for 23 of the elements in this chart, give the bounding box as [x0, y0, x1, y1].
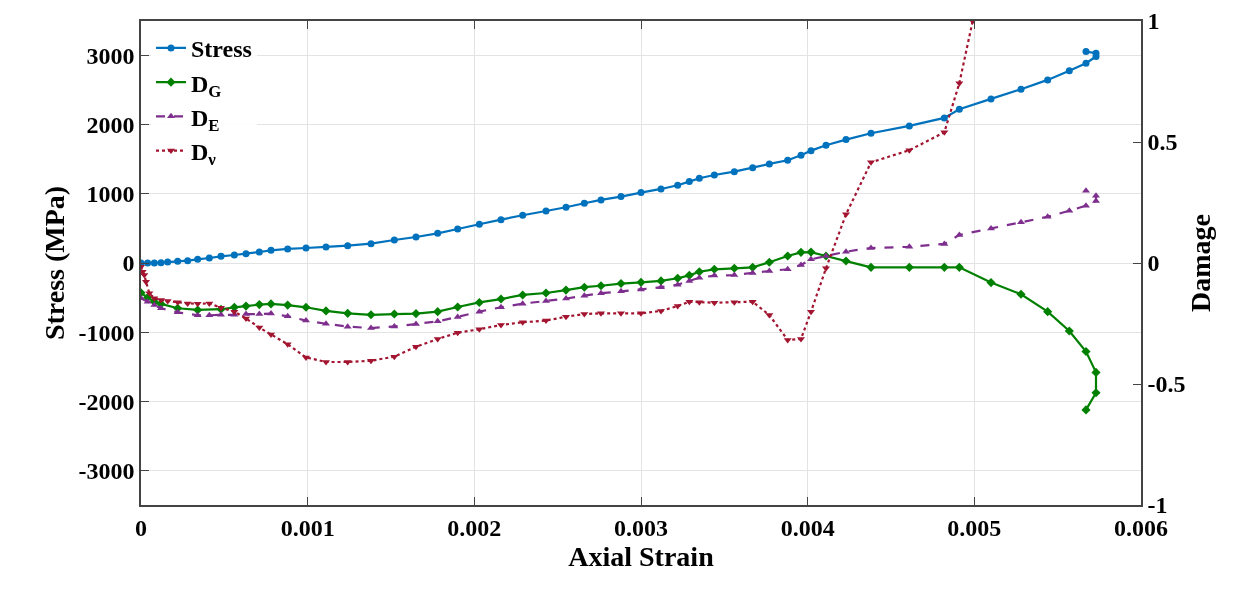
- y-tick-label: -1000: [78, 319, 135, 346]
- y-tick-label: -3000: [78, 457, 135, 484]
- y2-tick-label: 1: [1147, 8, 1160, 35]
- y-tick-label: 2000: [86, 112, 135, 139]
- x-tick-label: 0.003: [614, 514, 668, 541]
- x-tick-label: 0.005: [947, 514, 1002, 541]
- y-tick-label: -2000: [78, 388, 135, 415]
- y-tick-label: 3000: [86, 42, 135, 69]
- y2-tick-label: 0.5: [1147, 129, 1178, 156]
- y2-tick-label: -0.5: [1147, 371, 1186, 398]
- x-tick-label: 0.004: [780, 514, 835, 541]
- x-tick-label: 0.002: [447, 514, 502, 541]
- x-tick-label: 0.001: [280, 514, 335, 541]
- x-axis-title: Axial Strain: [568, 540, 715, 572]
- legend-label: Stress: [191, 36, 252, 63]
- y-tick-label: 0: [122, 250, 135, 277]
- legend-label: D$_{ν}$: [191, 138, 217, 169]
- legend-label: D$_{E}$: [191, 104, 220, 135]
- y-axis-title: Stress (MPa): [38, 185, 70, 341]
- legend-label: D$_{G}$: [191, 70, 222, 101]
- y2-tick-label: 0: [1147, 250, 1160, 277]
- y-tick-label: 1000: [86, 181, 135, 208]
- y2-axis-title: Damage: [1185, 214, 1217, 312]
